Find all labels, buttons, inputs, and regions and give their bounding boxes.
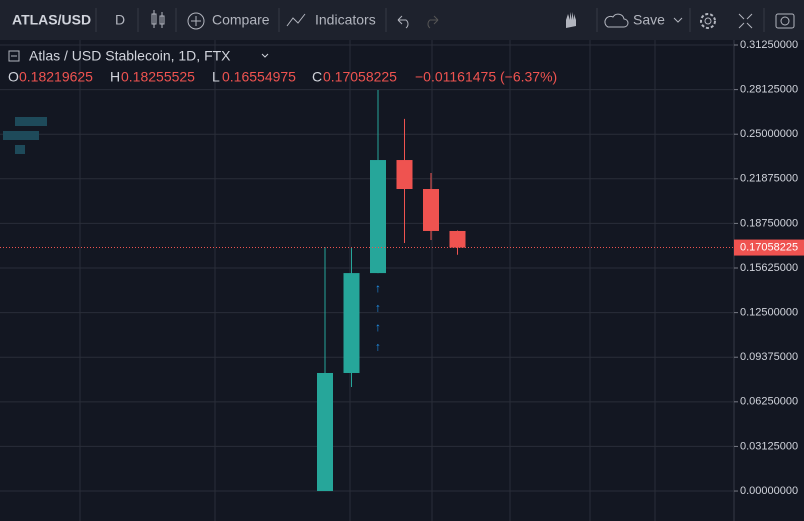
fullscreen-icon[interactable] [738,13,753,29]
plot: ↑ ↑ ↑ ↑ [0,89,734,492]
legend-label: C [312,69,322,85]
legend-value: 0.18255525 [121,69,195,85]
candle-body [343,273,360,373]
y-tick-label: 0.06250000 [740,396,798,408]
toolbar: ATLAS/USD D Compare Indicators Save [0,0,804,40]
undo-icon[interactable] [397,15,409,29]
y-tick-label: 0.21875000 [740,173,798,185]
indicators-icon[interactable] [286,13,306,27]
mini-widget [3,117,47,154]
y-tick-label: 0.18750000 [740,217,798,229]
legend-value: 0.18219625 [19,69,93,85]
signal-arrow: ↑ [375,320,381,334]
price-axis [734,40,804,521]
candle-body [423,189,439,231]
snapshot-icon[interactable] [775,13,795,29]
compare-button[interactable]: Compare [212,12,270,28]
signal-arrow: ↑ [375,340,381,354]
y-tick-label: 0.28125000 [740,84,798,96]
save-menu[interactable] [673,17,683,23]
legend-value: 0.16554975 [222,69,296,85]
y-tick-label: 0.12500000 [740,307,798,319]
legend-value: 0.17058225 [323,69,397,85]
snapshot-lens [780,16,790,26]
last-price-label: 0.17058225 [740,241,798,253]
hand-icon[interactable] [566,12,576,28]
y-tick-label: 0.03125000 [740,440,798,452]
chart-type-icon[interactable] [151,10,165,28]
y-tick-label: 0.15625000 [740,262,798,274]
legend: Atlas / USD Stablecoin, 1D, FTX O 0.1821… [8,48,557,85]
collapse-icon[interactable] [8,50,20,62]
candle-body [370,160,386,274]
y-tick-label: 0.31250000 [740,39,798,51]
y-tick-label: 0.00000000 [740,485,798,497]
indicators-button[interactable]: Indicators [315,12,376,28]
compare-icon[interactable] [187,12,205,30]
compare-icon-plus [191,16,201,26]
legend-label: O [8,69,19,85]
candle-body [396,160,413,190]
change-label: −0.01161475 (−6.37%) [415,69,557,85]
title-menu[interactable] [261,53,269,58]
candle-body [317,372,333,492]
redo-icon[interactable] [427,15,439,29]
signal-arrow: ↑ [375,301,381,315]
signal-arrow: ↑ [375,281,381,295]
candle-body [449,230,466,248]
interval[interactable]: D [115,12,125,28]
grid [0,40,734,521]
chart-title: Atlas / USD Stablecoin, 1D, FTX [29,48,231,64]
cloud-icon[interactable] [604,13,629,28]
settings-icon-center [704,17,712,25]
last-price-tag [734,239,804,256]
save-button[interactable]: Save [633,12,665,28]
y-tick-label: 0.09375000 [740,351,798,363]
y-tick-label: 0.25000000 [740,128,798,140]
legend-label: L [212,69,220,85]
settings-icon[interactable] [700,13,716,29]
symbol[interactable]: ATLAS/USD [12,12,91,28]
legend-label: H [110,69,120,85]
